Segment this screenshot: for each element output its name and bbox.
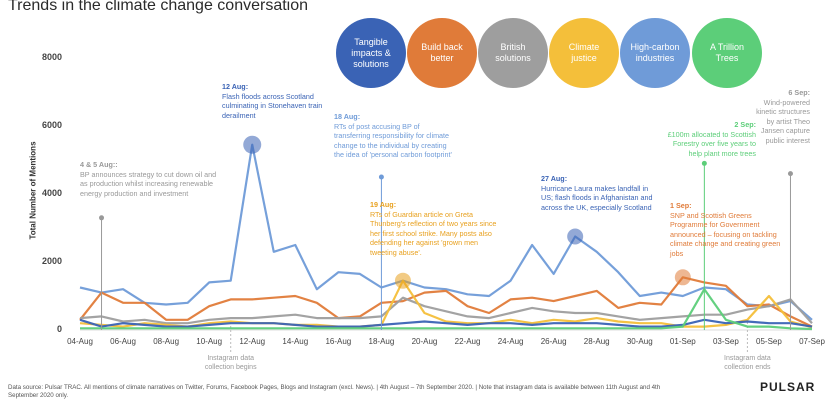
y-tick-label: 0 [56, 324, 62, 334]
annotation-marker-0 [99, 215, 105, 221]
x-tick-label: 24-Aug [498, 337, 524, 346]
annotation-0: 4 & 5 Aug:: BP announces strategy to cut … [80, 160, 220, 198]
annotation-text: BP announces strategy to cut down oil an… [80, 169, 217, 198]
annotation-marker-5 [701, 160, 707, 166]
gap-label: Instagram data collection ends [724, 355, 771, 371]
x-tick-label: 03-Sep [713, 337, 739, 346]
legend-item: Climate justice [549, 18, 619, 88]
series-line-3 [79, 279, 813, 329]
x-tick-label: 08-Aug [153, 337, 179, 346]
x-tick-label: 28-Aug [584, 337, 610, 346]
source-note: Data source: Pulsar TRAC. All mentions o… [8, 384, 661, 399]
annotation-date: 18 Aug: [334, 112, 361, 121]
x-tick-label: 10-Aug [196, 337, 222, 346]
annotation-date: 12 Aug: [222, 82, 249, 91]
annotation-date: 1 Sep: [670, 201, 692, 210]
y-tick-label: 6000 [41, 120, 62, 130]
annotation-date: 2 Sep: [734, 120, 756, 129]
x-tick-label: 01-Sep [670, 337, 696, 346]
annotation-2: 18 Aug: RTs of post accusing BP of transf… [334, 112, 454, 160]
y-tick-label: 4000 [41, 188, 62, 198]
annotation-4: 27 Aug: Hurricane Laura makes landfall in… [541, 174, 659, 212]
y-tick-label: 8000 [41, 52, 62, 62]
x-tick-label: 18-Aug [369, 337, 395, 346]
gap-label: Instagram data collection begins [204, 355, 257, 371]
x-tick-label: 14-Aug [282, 337, 308, 346]
annotation-text: RTs of post accusing BP of transferring … [334, 121, 452, 160]
annotation-marker-4 [567, 228, 584, 245]
annotation-text: SNP and Scottish Greens Programme for Go… [670, 210, 781, 258]
annotation-text: Flash floods across Scotland culminating… [222, 91, 323, 120]
annotation-text: £100m allocated to Scottish Forestry ove… [667, 129, 756, 158]
annotation-date: 6 Sep: [788, 88, 810, 97]
annotation-marker-7 [787, 171, 793, 177]
legend-item: A Trillion Trees [692, 18, 762, 88]
annotation-marker-6 [674, 269, 691, 286]
x-tick-label: 12-Aug [239, 337, 265, 346]
annotation-1: 12 Aug: Flash floods across Scotland culm… [222, 82, 330, 120]
annotation-date: 19 Aug: [370, 200, 397, 209]
annotation-marker-3 [394, 272, 411, 289]
annotation-marker-1 [243, 135, 262, 154]
legend-item: British solutions [478, 18, 548, 88]
annotation-text: Hurricane Laura makes landfall in US; fl… [541, 183, 653, 212]
brand-logo: PULSAR [760, 380, 816, 394]
x-tick-label: 07-Sep [799, 337, 825, 346]
annotation-5: 2 Sep: £100m allocated to Scottish Forest… [664, 120, 756, 158]
legend-item: Tangible impacts & solutions [336, 18, 406, 88]
annotation-text: Wind-powered kinetic structures by artis… [756, 97, 810, 145]
x-tick-label: 22-Aug [455, 337, 481, 346]
chart-title: Trends in the climate change conversatio… [8, 0, 309, 14]
x-tick-label: 16-Aug [325, 337, 351, 346]
series-line-4 [79, 318, 813, 328]
x-tick-label: 20-Aug [412, 337, 438, 346]
series-line-0 [79, 143, 813, 321]
annotation-7: 6 Sep: Wind-powered kinetic structures by… [748, 88, 810, 145]
annotation-marker-2 [378, 174, 384, 180]
series-line-5 [80, 288, 813, 331]
annotation-text: RTs of Guardian article on Greta Thunber… [370, 209, 497, 257]
x-tick-label: 30-Aug [627, 337, 653, 346]
annotation-3: 19 Aug: RTs of Guardian article on Greta … [370, 200, 500, 257]
x-tick-label: 26-Aug [541, 337, 567, 346]
annotation-date: 4 & 5 Aug:: [80, 160, 118, 169]
legend-item: High-carbon industries [620, 18, 690, 88]
y-tick-label: 2000 [41, 256, 62, 266]
x-tick-label: 06-Aug [110, 337, 136, 346]
legend-item: Build back better [407, 18, 477, 88]
annotation-6: 1 Sep: SNP and Scottish Greens Programme … [670, 201, 790, 258]
annotation-date: 27 Aug: [541, 174, 568, 183]
x-tick-label: 04-Aug [67, 337, 93, 346]
x-tick-label: 05-Sep [756, 337, 782, 346]
